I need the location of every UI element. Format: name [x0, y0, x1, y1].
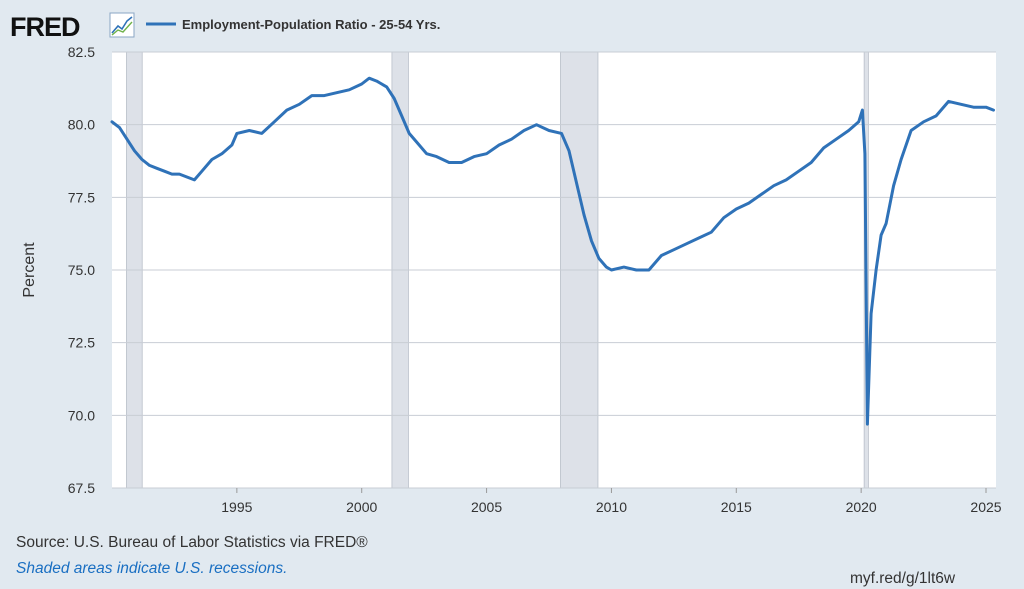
x-tick-label: 2025: [970, 499, 1001, 515]
y-tick-label: 67.5: [68, 480, 95, 496]
x-tick-label: 2000: [346, 499, 377, 515]
fred-logo-text: FRED: [10, 12, 80, 42]
short-link[interactable]: myf.red/g/1lt6w: [850, 570, 956, 587]
series-line-0: [110, 76, 995, 426]
fred-graph-icon: [109, 12, 135, 38]
y-tick-label: 82.5: [68, 44, 95, 60]
y-tick-label: 75.0: [68, 262, 95, 278]
source-note: Source: U.S. Bureau of Labor Statistics …: [16, 534, 368, 551]
series-layer: [110, 76, 995, 426]
gridlines: [112, 51, 996, 489]
x-tick-label: 2005: [471, 499, 502, 515]
x-tick-label: 2015: [721, 499, 752, 515]
legend-label: Employment-Population Ratio - 25-54 Yrs.: [182, 17, 440, 32]
y-tick-label: 77.5: [68, 189, 95, 205]
x-tick-label: 2010: [596, 499, 627, 515]
x-axis-ticks: 1995 2000 2005 2010 2015 2020 2025: [221, 488, 1002, 515]
y-tick-label: 70.0: [68, 407, 95, 423]
y-axis-ticks: 67.5 70.0 72.5 75.0 77.5 80.0 82.5: [68, 44, 95, 496]
recession-note[interactable]: Shaded areas indicate U.S. recessions.: [16, 560, 288, 577]
legend: Employment-Population Ratio - 25-54 Yrs.: [146, 17, 440, 32]
x-tick-label: 1995: [221, 499, 252, 515]
y-axis-title: Percent: [21, 242, 38, 298]
x-tick-label: 2020: [846, 499, 877, 515]
fred-logo[interactable]: FRED: [10, 12, 135, 42]
y-tick-label: 72.5: [68, 335, 95, 351]
y-tick-label: 80.0: [68, 117, 95, 133]
